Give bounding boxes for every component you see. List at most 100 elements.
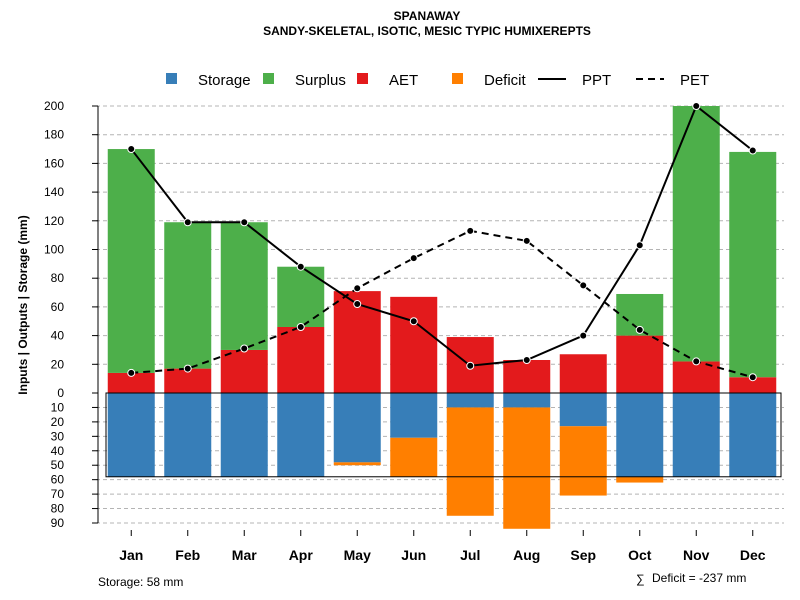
chart-title: SPANAWAY	[394, 9, 461, 23]
ppt-point	[748, 146, 757, 155]
storage-bar	[559, 393, 607, 427]
legend-label: PPT	[582, 72, 611, 89]
ppt-point	[466, 361, 475, 370]
pet-point	[466, 226, 475, 235]
pet-point	[296, 322, 305, 331]
storage-footer: Storage: 58 mm	[98, 575, 183, 589]
pet-line	[131, 229, 754, 379]
y-tick-label: 90	[51, 516, 65, 530]
storage-bar	[446, 393, 494, 408]
x-tick-label: Mar	[232, 547, 257, 563]
surplus-bar	[220, 222, 268, 350]
aet-bar	[672, 361, 720, 393]
y-axis-label: Inputs | Outputs | Storage (mm)	[16, 215, 30, 394]
storage-bar	[164, 393, 212, 477]
axes: 0204060801001201401601802001020304050607…	[44, 99, 766, 563]
aet-bar	[729, 377, 777, 393]
pet-point	[748, 373, 757, 382]
storage-bar	[390, 393, 438, 438]
lines	[127, 102, 757, 382]
surplus-bar	[107, 149, 155, 373]
y-tick-label: 60	[51, 473, 65, 487]
legend-swatch	[357, 73, 368, 84]
aet-bar	[503, 359, 551, 393]
ppt-point	[296, 262, 305, 271]
deficit-bar	[446, 407, 494, 516]
legend: Storage Surplus AET Deficit PPT PET	[166, 72, 709, 89]
aet-bar	[559, 354, 607, 393]
storage-bar	[277, 393, 325, 477]
storage-capacity-outline	[105, 392, 782, 478]
y-tick-label: 40	[51, 444, 65, 458]
ppt-point	[635, 241, 644, 250]
y-tick-label: 20	[51, 415, 65, 429]
y-tick-label: 100	[44, 243, 64, 257]
x-tick-label: Oct	[628, 547, 652, 563]
x-tick-label: Dec	[740, 547, 766, 563]
aet-bar	[390, 296, 438, 393]
pet-point	[409, 254, 418, 263]
y-tick-label: 60	[51, 300, 65, 314]
storage-bar	[503, 393, 551, 408]
pet-point	[635, 325, 644, 334]
storage-bar	[672, 393, 720, 477]
aet-bar	[107, 372, 155, 393]
storage-bar	[220, 393, 268, 477]
ppt-point	[522, 355, 531, 364]
aet-bar	[616, 335, 664, 393]
bars	[107, 106, 777, 529]
legend-swatch	[166, 73, 177, 84]
legend-swatch	[263, 73, 274, 84]
ppt-point	[183, 218, 192, 227]
x-tick-label: Sep	[570, 547, 596, 563]
x-tick-label: Jun	[401, 547, 426, 563]
pet-point	[127, 368, 136, 377]
legend-label: Surplus	[295, 72, 346, 89]
deficit-bar	[333, 462, 381, 466]
legend-label: AET	[389, 72, 418, 89]
deficit-bar	[503, 407, 551, 529]
pet-point	[692, 357, 701, 366]
aet-bar	[164, 368, 212, 393]
ppt-point	[692, 102, 701, 110]
x-tick-label: Nov	[683, 547, 710, 563]
x-tick-label: May	[344, 547, 371, 563]
x-tick-label: Jan	[119, 547, 143, 563]
y-tick-label: 180	[44, 128, 64, 142]
deficit-bar	[616, 476, 664, 483]
storage-bar	[729, 393, 777, 477]
y-tick-label: 30	[51, 429, 65, 443]
storage-bar	[333, 393, 381, 463]
y-tick-label: 160	[44, 156, 64, 170]
storage-capacity-box	[105, 392, 782, 478]
legend-label: Storage	[198, 72, 251, 89]
y-tick-label: 70	[51, 487, 65, 501]
x-tick-label: Aug	[513, 547, 540, 563]
y-tick-label: 20	[51, 357, 65, 371]
surplus-bar	[672, 106, 720, 362]
deficit-bar	[559, 426, 607, 496]
surplus-bar	[164, 222, 212, 369]
y-tick-label: 40	[51, 329, 65, 343]
deficit-footer: Deficit = -237 mm	[652, 571, 746, 585]
y-tick-label: 10	[51, 400, 65, 414]
storage-bar	[616, 393, 664, 477]
y-tick-label: 120	[44, 214, 64, 228]
legend-label: Deficit	[484, 72, 527, 89]
ppt-point	[240, 218, 249, 227]
aet-bar	[277, 326, 325, 393]
surplus-bar	[729, 151, 777, 378]
deficit-sum-icon: ∑	[636, 572, 645, 586]
y-tick-label: 200	[44, 99, 64, 113]
x-tick-label: Feb	[175, 547, 200, 563]
pet-point	[240, 344, 249, 353]
ppt-point	[409, 317, 418, 326]
ppt-line	[130, 104, 754, 367]
surplus-bar	[277, 266, 325, 327]
deficit-bar	[390, 437, 438, 477]
x-tick-label: Apr	[289, 547, 314, 563]
pet-point	[183, 364, 192, 373]
y-tick-label: 80	[51, 502, 65, 516]
chart-subtitle: SANDY-SKELETAL, ISOTIC, MESIC TYPIC HUMI…	[263, 24, 591, 38]
